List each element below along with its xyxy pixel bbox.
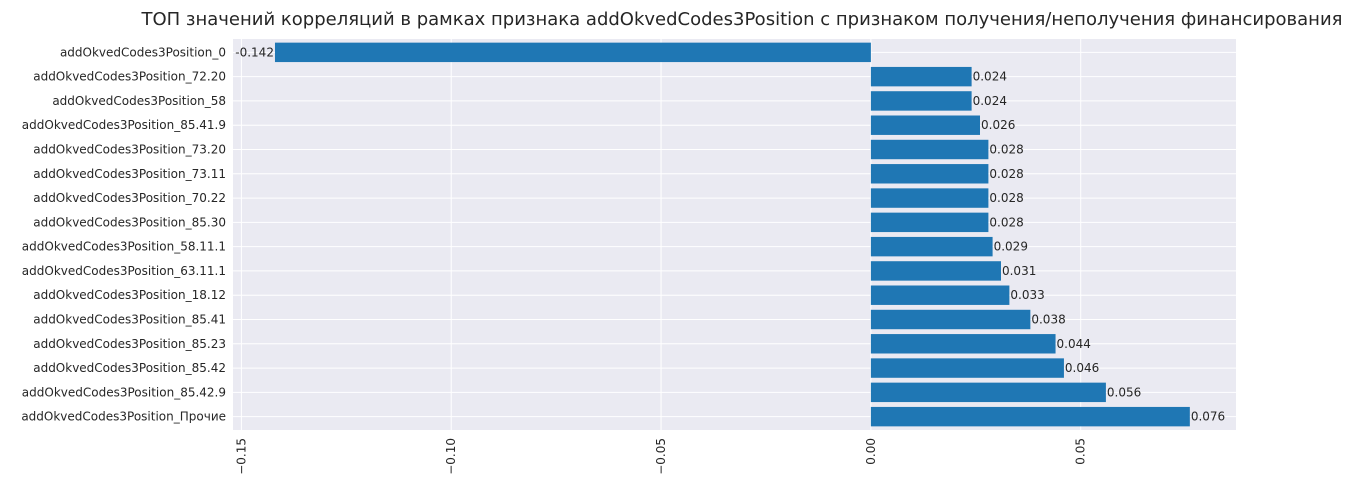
bar — [870, 236, 993, 257]
x-axis-ticks: −0.15 −0.10 −0.05 0.00 0.05 — [234, 438, 1087, 475]
x-tick-label: 0.05 — [1074, 438, 1088, 465]
bar — [870, 261, 1001, 281]
data-label: 0.076 — [1191, 410, 1225, 424]
category-label: addOkvedCodes3Position_63.11.1 — [22, 264, 226, 278]
plot-area — [233, 39, 1236, 430]
category-label: addOkvedCodes3Position_70.22 — [33, 191, 226, 205]
bar — [870, 91, 972, 111]
data-label: 0.038 — [1031, 313, 1065, 327]
category-label: addOkvedCodes3Position_58.11.1 — [22, 240, 226, 254]
x-tick-label: −0.15 — [234, 438, 248, 475]
chart-title: ТОП значений корреляций в рамках признак… — [141, 9, 1343, 30]
category-label: addOkvedCodes3Position_73.11 — [33, 167, 226, 181]
category-label: addOkvedCodes3Position_85.41.9 — [22, 118, 226, 132]
bars — [274, 42, 1190, 427]
data-label: 0.028 — [989, 215, 1023, 229]
data-label: 0.033 — [1010, 288, 1044, 302]
data-labels: -0.142 0.024 0.024 0.026 0.028 0.028 0.028 0.02… — [235, 45, 1225, 423]
bar — [870, 382, 1106, 403]
data-label: 0.029 — [994, 240, 1028, 254]
data-label: 0.024 — [973, 70, 1007, 84]
bar — [870, 66, 972, 87]
data-label: 0.028 — [989, 143, 1023, 157]
data-label: 0.044 — [1057, 337, 1091, 351]
category-label: addOkvedCodes3Position_85.23 — [33, 337, 226, 351]
bar — [870, 188, 989, 208]
category-label: addOkvedCodes3Position_0 — [60, 45, 226, 59]
category-label: addOkvedCodes3Position_72.20 — [33, 70, 226, 84]
x-tick-label: 0.00 — [864, 438, 878, 465]
data-label: 0.026 — [981, 118, 1015, 132]
category-label: addOkvedCodes3Position_85.30 — [33, 215, 226, 229]
category-label: addOkvedCodes3Position_58 — [52, 94, 226, 108]
data-label: -0.142 — [235, 45, 274, 59]
data-label: 0.024 — [973, 94, 1007, 108]
bar — [870, 212, 989, 233]
data-label: 0.046 — [1065, 361, 1099, 375]
x-tick-label: −0.05 — [654, 438, 668, 475]
bar — [870, 334, 1056, 354]
bar — [870, 164, 989, 184]
data-label: 0.031 — [1002, 264, 1036, 278]
bar — [870, 115, 981, 135]
bar — [870, 406, 1190, 427]
bar — [870, 139, 989, 160]
category-label: addOkvedCodes3Position_85.42 — [33, 361, 226, 375]
bar — [870, 358, 1064, 378]
category-label: addOkvedCodes3Position_18.12 — [33, 288, 226, 302]
bar — [274, 42, 871, 63]
data-label: 0.056 — [1107, 385, 1141, 399]
x-tick-label: −0.10 — [444, 438, 458, 475]
data-label: 0.028 — [989, 191, 1023, 205]
category-label: addOkvedCodes3Position_Прочие — [21, 410, 226, 424]
bar — [870, 285, 1010, 305]
bar — [870, 309, 1031, 330]
category-label: addOkvedCodes3Position_85.41 — [33, 313, 226, 327]
category-labels: addOkvedCodes3Position_0 addOkvedCodes3Po… — [21, 45, 226, 423]
category-label: addOkvedCodes3Position_85.42.9 — [22, 385, 226, 399]
category-label: addOkvedCodes3Position_73.20 — [33, 143, 226, 157]
data-label: 0.028 — [989, 167, 1023, 181]
